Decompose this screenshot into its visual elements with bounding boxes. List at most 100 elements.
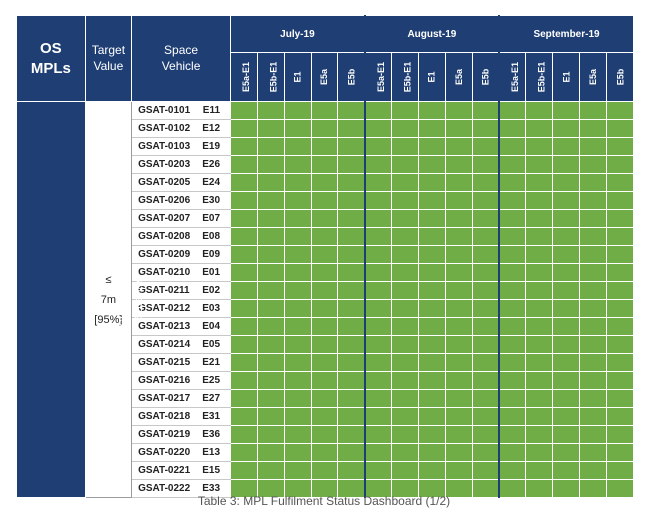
status-cell (310, 461, 339, 480)
status-cell (471, 425, 500, 444)
status-cell (444, 389, 473, 408)
table-row: GSAT-0213 E04 (17, 317, 635, 336)
status-cell (310, 101, 339, 120)
status-cell (283, 281, 312, 300)
status-cell (417, 227, 446, 246)
status-cell (337, 317, 366, 336)
vehicle-id: GSAT-0219 (131, 425, 203, 444)
table-row: GSAT-0214 E05 (17, 335, 635, 354)
status-cell (525, 353, 554, 372)
status-cell (337, 263, 366, 282)
status-cell (552, 137, 581, 156)
status-cell (363, 389, 393, 408)
table-row: GSAT-0222 E33 (17, 479, 635, 498)
status-cell (444, 407, 473, 426)
status-cell (444, 371, 473, 390)
status-cell (579, 101, 607, 120)
status-cell (230, 137, 258, 156)
status-cell (498, 371, 527, 390)
status-cell (337, 101, 366, 120)
status-cell (552, 425, 581, 444)
status-cell (310, 155, 339, 174)
status-cell (525, 371, 554, 390)
status-cell (256, 227, 285, 246)
status-cell (552, 389, 581, 408)
signal-label: E5b (346, 68, 357, 86)
status-cell (363, 227, 393, 246)
status-cell (283, 173, 312, 192)
status-cell (525, 461, 554, 480)
status-cell (444, 191, 473, 210)
status-cell (417, 137, 446, 156)
status-cell (337, 191, 366, 210)
vehicle-code: E04 (202, 317, 231, 336)
status-cell (498, 155, 527, 174)
status-cell (230, 443, 258, 462)
signal-label: E5b (480, 68, 491, 86)
status-cell (337, 173, 366, 192)
status-cell (579, 227, 607, 246)
status-cell (525, 443, 554, 462)
status-cell (310, 353, 339, 372)
status-cell (605, 155, 635, 174)
status-cell (444, 101, 473, 120)
status-cell (471, 245, 500, 264)
status-cell (256, 119, 285, 138)
status-cell (363, 263, 393, 282)
signal-header: E5a-E1 (363, 52, 393, 102)
table-row: GSAT-0215 E21 (17, 353, 635, 372)
space-vehicle-label: Space Vehicle (161, 43, 201, 73)
status-cell (283, 209, 312, 228)
status-cell (579, 209, 607, 228)
signal-header: E5a (310, 52, 339, 102)
status-cell (337, 371, 366, 390)
status-cell (363, 119, 393, 138)
status-cell (363, 137, 393, 156)
status-cell (552, 155, 581, 174)
status-cell (444, 173, 473, 192)
status-cell (471, 191, 500, 210)
status-cell (363, 173, 393, 192)
status-cell (337, 155, 366, 174)
status-cell (471, 461, 500, 480)
vehicle-id: GSAT-0214 (131, 335, 203, 354)
os-mpls-label: OS MPLs (30, 39, 71, 77)
status-cell (363, 353, 393, 372)
status-cell (310, 173, 339, 192)
mpl-status-table: OS MPLs Target Value Space Vehicle July-… (16, 15, 635, 498)
status-cell (552, 119, 581, 138)
signal-header: E1 (417, 52, 446, 102)
status-cell (283, 299, 312, 318)
status-cell (579, 425, 607, 444)
status-cell (525, 173, 554, 192)
status-cell (337, 137, 366, 156)
status-cell (525, 317, 554, 336)
vehicle-id: GSAT-0217 (131, 389, 203, 408)
status-cell (471, 101, 500, 120)
status-cell (283, 119, 312, 138)
status-cell (417, 335, 446, 354)
status-cell (552, 317, 581, 336)
status-cell (552, 461, 581, 480)
signal-label: E5b (614, 68, 625, 86)
status-cell (579, 173, 607, 192)
status-cell (444, 281, 473, 300)
status-cell (417, 101, 446, 120)
vehicle-id: GSAT-0222 (131, 479, 203, 498)
signal-header: E5a (579, 52, 607, 102)
status-cell (391, 209, 419, 228)
status-cell (498, 227, 527, 246)
status-cell (417, 389, 446, 408)
status-cell (310, 443, 339, 462)
status-dashboard: OS MPLs Target Value Space Vehicle July-… (16, 15, 635, 498)
status-cell (363, 425, 393, 444)
signal-header: E5b-E1 (525, 52, 554, 102)
table-row: GSAT-0218 E31 (17, 407, 635, 426)
status-cell (579, 137, 607, 156)
status-cell (552, 101, 581, 120)
vehicle-code: E09 (202, 245, 231, 264)
status-cell (283, 461, 312, 480)
status-cell (363, 299, 393, 318)
target-symbol: ≤ (105, 273, 112, 286)
status-cell (417, 317, 446, 336)
